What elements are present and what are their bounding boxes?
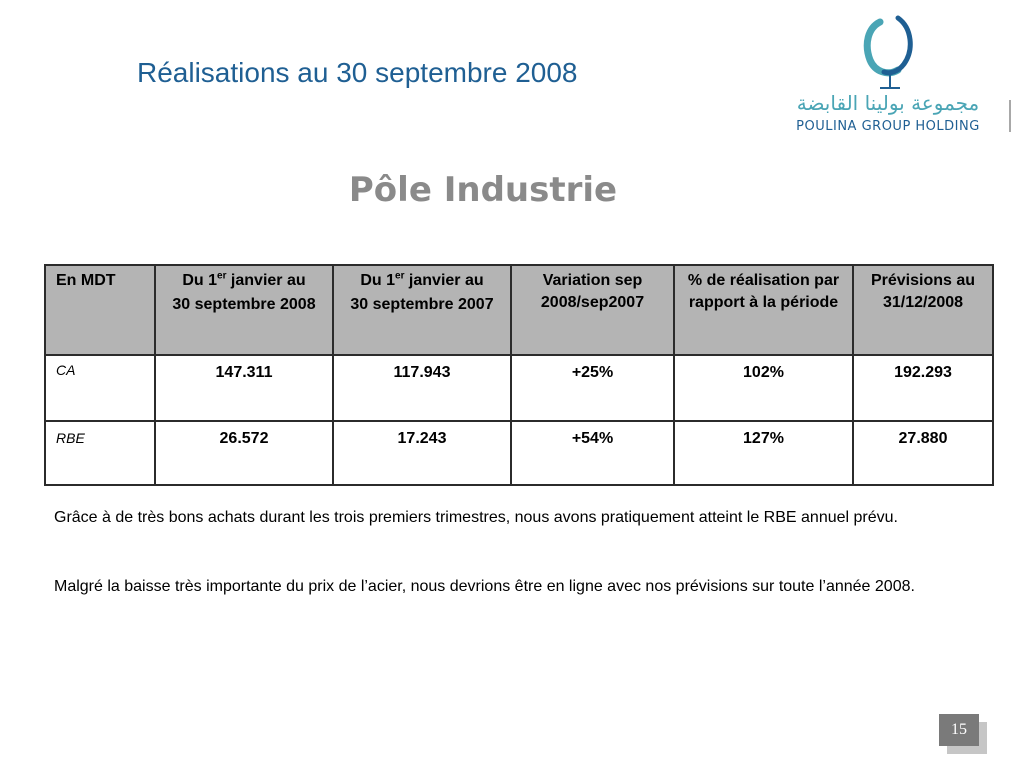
header-unit-label: En MDT	[56, 272, 116, 289]
company-logo: مجموعة بولينا القابضة POULINA GROUP HOLD…	[780, 10, 1016, 138]
header-2008-date: 30 septembre 2008	[172, 296, 316, 313]
header-2007-prefix: Du 1	[360, 272, 396, 289]
commentary-paragraph-1: Grâce à de très bons achats durant les t…	[54, 509, 898, 526]
table-cell: +54%	[510, 420, 675, 486]
header-variation-label: Variation sep 2008/sep2007	[540, 272, 645, 311]
slide-title: Réalisations au 30 septembre 2008	[137, 57, 578, 88]
header-2008-suffix: janvier au	[226, 272, 306, 289]
header-2007-sup: er	[395, 270, 405, 282]
header-2008-sup: er	[217, 270, 227, 282]
commentary-paragraph-2: Malgré la baisse très importante du prix…	[54, 578, 915, 595]
row-label-rbe: RBE	[44, 420, 156, 486]
table-cell: 102%	[673, 354, 854, 422]
table-row: RBE 26.572 17.243 +54% 127% 27.880	[44, 420, 994, 486]
table-cell: 117.943	[332, 354, 512, 422]
table-cell: 27.880	[852, 420, 994, 486]
table-row: CA 147.311 117.943 +25% 102% 192.293	[44, 354, 994, 422]
table-cell: 26.572	[154, 420, 334, 486]
table-cell: 127%	[673, 420, 854, 486]
header-unit: En MDT	[44, 264, 156, 356]
table-cell: 147.311	[154, 354, 334, 422]
table-cell: +25%	[510, 354, 675, 422]
logo-graphic: مجموعة بولينا القابضة POULINA GROUP HOLD…	[796, 15, 1011, 134]
row-label-ca: CA	[44, 354, 156, 422]
logo-latin-text: POULINA GROUP HOLDING	[796, 119, 980, 134]
header-period-2008: Du 1er janvier au 30 septembre 2008	[154, 264, 334, 356]
header-realisation: % de réalisation par rapport à la périod…	[673, 264, 854, 356]
header-realisation-label: % de réalisation par rapport à la périod…	[687, 272, 840, 311]
table-header-row: En MDT Du 1er janvier au 30 septembre 20…	[44, 264, 994, 356]
header-forecast-label: Prévisions au 31/12/2008	[870, 272, 976, 311]
header-2008-prefix: Du 1	[182, 272, 218, 289]
table-cell: 17.243	[332, 420, 512, 486]
header-period-2007: Du 1er janvier au 30 septembre 2007	[332, 264, 512, 356]
section-subtitle: Pôle Industrie	[348, 170, 618, 210]
header-variation: Variation sep 2008/sep2007	[510, 264, 675, 356]
table-cell: 192.293	[852, 354, 994, 422]
results-table: En MDT Du 1er janvier au 30 septembre 20…	[44, 264, 994, 486]
header-2007-suffix: janvier au	[404, 272, 484, 289]
header-2007-date: 30 septembre 2007	[350, 296, 494, 313]
logo-arabic-text: مجموعة بولينا القابضة	[797, 91, 980, 115]
page-number: 15	[939, 714, 979, 746]
header-forecast: Prévisions au 31/12/2008	[852, 264, 994, 356]
